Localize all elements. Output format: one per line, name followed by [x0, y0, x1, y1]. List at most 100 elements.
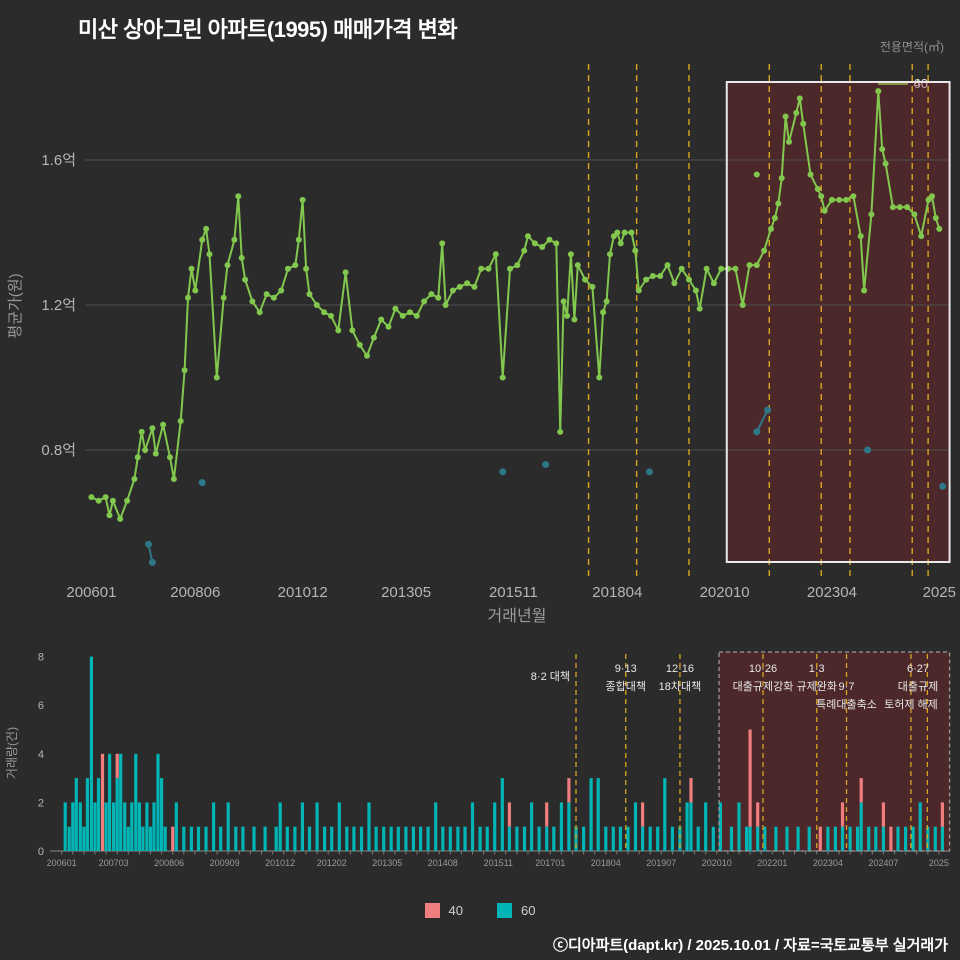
price-point-60: [775, 200, 782, 207]
svg-text:201804: 201804: [591, 858, 621, 868]
price-point-60: [88, 494, 95, 501]
price-point-60: [235, 193, 242, 200]
price-point-60: [492, 251, 499, 258]
volume-bar-60: [867, 826, 871, 851]
price-point-60: [929, 193, 935, 200]
volume-bar-60: [293, 826, 297, 851]
svg-text:202407: 202407: [868, 858, 898, 868]
volume-bar-60: [145, 802, 149, 851]
volume-bar-60: [134, 753, 138, 851]
price-point-60: [671, 280, 678, 287]
svg-text:202304: 202304: [813, 858, 843, 868]
volume-bar-60: [463, 826, 467, 851]
policy-event-label: 12·16: [666, 663, 694, 675]
volume-bar-40: [748, 729, 752, 827]
page-title: 미산 상아그린 아파트(1995) 매매가격 변화: [78, 17, 458, 42]
price-point-60: [628, 229, 635, 236]
volume-bar-60: [796, 826, 800, 851]
svg-text:1.2억: 1.2억: [41, 297, 76, 314]
policy-event-label: 8·2 대책: [531, 670, 570, 683]
price-point-60: [185, 294, 191, 301]
price-point-60: [392, 305, 399, 312]
price-point-60: [821, 207, 828, 214]
volume-bar-60: [396, 826, 400, 851]
price-point-60: [370, 334, 377, 341]
volume-bar-60: [656, 826, 660, 851]
volume-bar-60: [611, 826, 615, 851]
volume-bar-60: [911, 826, 915, 851]
price-point-60: [621, 229, 628, 236]
price-point-60: [531, 240, 538, 247]
price-point-40: [148, 558, 156, 566]
price-point-60: [768, 225, 774, 232]
svg-text:201305: 201305: [381, 584, 431, 601]
volume-bar-60: [389, 826, 393, 851]
volume-bar-60: [670, 826, 674, 851]
policy-event-label: 토허제 해제: [884, 697, 938, 711]
price-point-60: [564, 312, 571, 319]
price-point-60: [868, 211, 875, 218]
volume-bar-60: [874, 826, 878, 851]
volume-bar-60: [137, 802, 141, 851]
volume-bar-60: [485, 826, 489, 851]
policy-event-label: 특례대출축소: [816, 698, 877, 711]
svg-text:0: 0: [38, 846, 44, 858]
price-point-60: [442, 302, 449, 308]
price-point-60: [521, 247, 528, 254]
volume-chart-canvas[interactable]: 0 2 4 6 8 8·2 대책 9·13 종합대책 12·16 18차대책 10·26 대출규제강화…: [0, 648, 960, 880]
volume-bar-60: [856, 826, 860, 851]
price-point-60: [471, 283, 478, 290]
price-point-60: [213, 374, 220, 381]
svg-text:거래량(건): 거래량(건): [5, 727, 19, 779]
price-point-60: [407, 309, 413, 316]
policy-event-label: 규제완화: [797, 680, 837, 693]
price-chart-canvas[interactable]: 1.6억 1.2억 0.8억 200601 200806 201012 201305 2015…: [0, 48, 960, 626]
volume-bar-60: [108, 753, 112, 851]
volume-bar-60: [382, 826, 386, 851]
price-point-60: [188, 265, 195, 272]
volume-bar-60: [96, 778, 101, 851]
price-point-60: [692, 287, 699, 294]
svg-text:201511: 201511: [489, 584, 538, 601]
legend-item-40-label: 40: [914, 76, 928, 91]
price-point-60: [160, 421, 167, 428]
volume-bar-60: [441, 826, 445, 851]
volume-bar-60: [604, 826, 608, 851]
price-point-40: [499, 468, 507, 476]
volume-bar-40: [545, 802, 549, 827]
volume-bar-60: [748, 826, 752, 851]
volume-bar-40: [689, 778, 693, 803]
price-point-60: [786, 138, 792, 145]
price-point-60: [936, 225, 943, 232]
volume-bar-60: [160, 778, 164, 851]
volume-bar-40: [818, 826, 822, 851]
price-point-40: [542, 461, 550, 468]
policy-event-label: 1·3: [809, 663, 825, 675]
svg-text:201202: 201202: [317, 858, 347, 868]
volume-bar-60: [737, 802, 741, 851]
legend-item-60[interactable]: 60: [877, 76, 928, 91]
price-point-60: [321, 309, 328, 316]
volume-legend-item-40[interactable]: 40: [424, 903, 463, 918]
volume-bar-60: [763, 826, 767, 851]
volume-bar-60: [234, 826, 238, 851]
volume-bar-60: [156, 753, 160, 851]
volume-bar-60: [881, 826, 885, 851]
volume-bar-60: [337, 802, 341, 851]
volume-bar-60: [315, 802, 319, 851]
policy-event-label: 18차대책: [659, 680, 702, 693]
volume-bar-40: [567, 778, 571, 803]
price-point-60: [328, 312, 334, 319]
svg-text:2025: 2025: [923, 584, 956, 601]
price-point-60: [617, 240, 624, 247]
price-point-60: [413, 312, 420, 319]
price-point-60: [242, 276, 249, 283]
price-point-60: [828, 196, 835, 203]
price-point-60: [192, 287, 199, 294]
volume-bar-60: [507, 826, 511, 851]
price-point-60: [882, 160, 889, 167]
price-point-60: [649, 273, 656, 279]
price-point-40: [646, 468, 653, 476]
svg-text:200806: 200806: [154, 858, 184, 868]
volume-legend-item-60[interactable]: 60: [497, 903, 535, 918]
